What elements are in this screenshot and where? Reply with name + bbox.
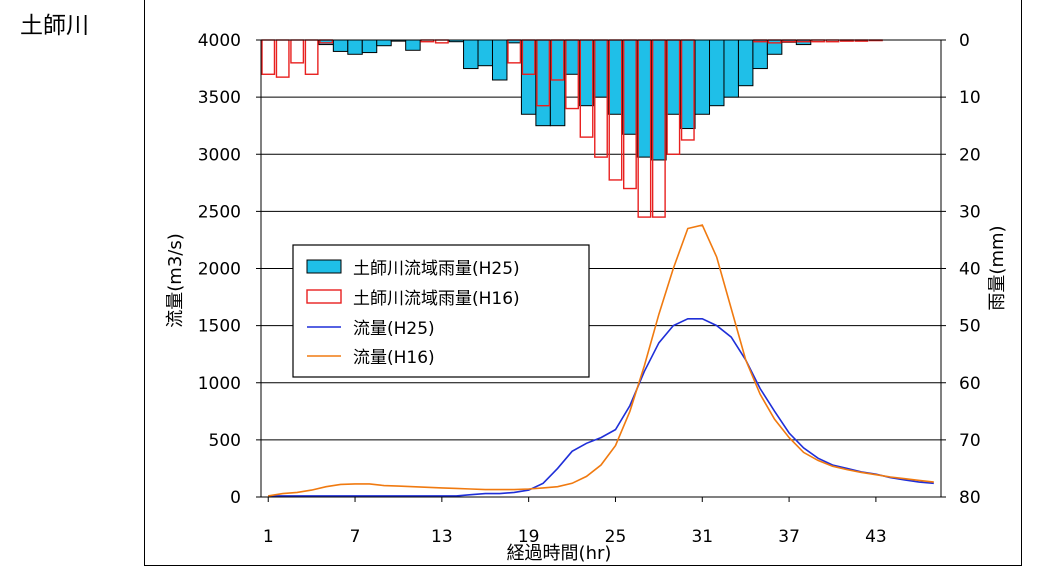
bar-rain-h25 [593,39,609,98]
bar-rain-h25 [347,39,363,55]
bar-rain-h25 [622,39,638,135]
x-tick-label: 25 [605,527,627,547]
legend-swatch-rain-h16 [306,289,342,304]
y-left-tick-label: 4000 [198,31,241,51]
bar-rain-h25 [332,39,349,52]
bar-rain-h25 [361,39,378,54]
x-axis-title: 経過時間(hr) [507,543,612,564]
y-left-tick-label: 500 [209,431,241,451]
bar-rain-h25 [376,39,392,47]
y-left-axis-title: 流量(m3/s) [165,233,186,327]
bar-rain-h25 [694,39,711,115]
bar-rain-h16 [261,39,276,75]
x-tick-label: 31 [691,527,713,547]
x-tick-label: 1 [263,527,274,547]
bar-rain-h25 [405,39,421,51]
y-right-tick-label: 50 [959,317,981,337]
bar-rain-h25 [477,39,493,67]
legend-label: 土師川流域雨量(H25) [353,259,520,279]
bar-rain-h25 [607,39,624,115]
page-title: 土師川 [20,13,89,39]
bar-rain-h25 [520,39,537,115]
legend-label: 流量(H25) [353,319,435,339]
bar-rain-h25 [665,39,682,115]
bar-rain-h25 [680,39,696,130]
legend-label: 流量(H16) [353,348,435,368]
y-right-tick-label: 30 [959,202,981,222]
legend-label: 土師川流域雨量(H16) [353,289,520,309]
y-left-tick-label: 2000 [198,260,241,280]
y-left-tick-label: 3000 [198,145,241,165]
bar-rain-h25 [766,39,783,55]
y-left-tick-label: 1000 [198,374,241,394]
bar-rain-h25 [578,39,595,107]
legend-swatch-rain-h25 [306,259,342,274]
bar-rain-h16 [290,39,305,64]
bar-rain-h25 [564,39,580,75]
bar-rain-h25 [737,39,754,87]
bar-rain-h25 [535,39,551,127]
y-right-tick-label: 60 [959,374,981,394]
chart-frame: 0 500 1000 1500 2000 2500 3000 3500 4000 0 10 20 30 4… [144,0,1022,566]
y-left-tick-label: 3500 [198,88,241,108]
y-right-tick-label: 0 [959,31,970,51]
y-left-tick-label: 2500 [198,202,241,222]
line-flow-h16 [268,224,934,497]
y-right-tick-label: 20 [959,145,981,165]
legend-box [292,244,590,378]
x-tick-label: 7 [350,527,361,547]
chart: 0 500 1000 1500 2000 2500 3000 3500 4000 0 10 20 30 4… [165,31,1008,564]
bar-rain-h25 [752,39,768,70]
bar-rain-h16 [507,39,522,64]
line-flow-h25 [268,318,934,497]
bar-rain-h25 [463,39,479,70]
x-tick-label: 19 [518,527,540,547]
x-tick-label: 13 [431,527,453,547]
bar-rain-h25 [491,39,508,81]
x-tick-label: 37 [778,527,800,547]
bar-rain-h25 [723,39,739,98]
bar-rain-h16 [275,39,290,78]
y-right-tick-label: 40 [959,260,981,280]
bar-rain-h16 [304,39,319,75]
y-right-tick-label: 70 [959,431,981,451]
bar-rain-h25 [709,39,725,107]
x-tick-label: 43 [865,527,887,547]
bar-rain-h25 [636,39,653,158]
y-right-axis-title: 雨量(mm) [987,225,1008,310]
bar-rain-h25 [549,39,566,127]
y-right-tick-label: 10 [959,88,981,108]
y-right-tick-label: 80 [959,488,981,508]
y-left-tick-label: 1500 [198,317,241,337]
y-left-tick-label: 0 [230,488,241,508]
bar-rain-h25 [651,39,667,161]
